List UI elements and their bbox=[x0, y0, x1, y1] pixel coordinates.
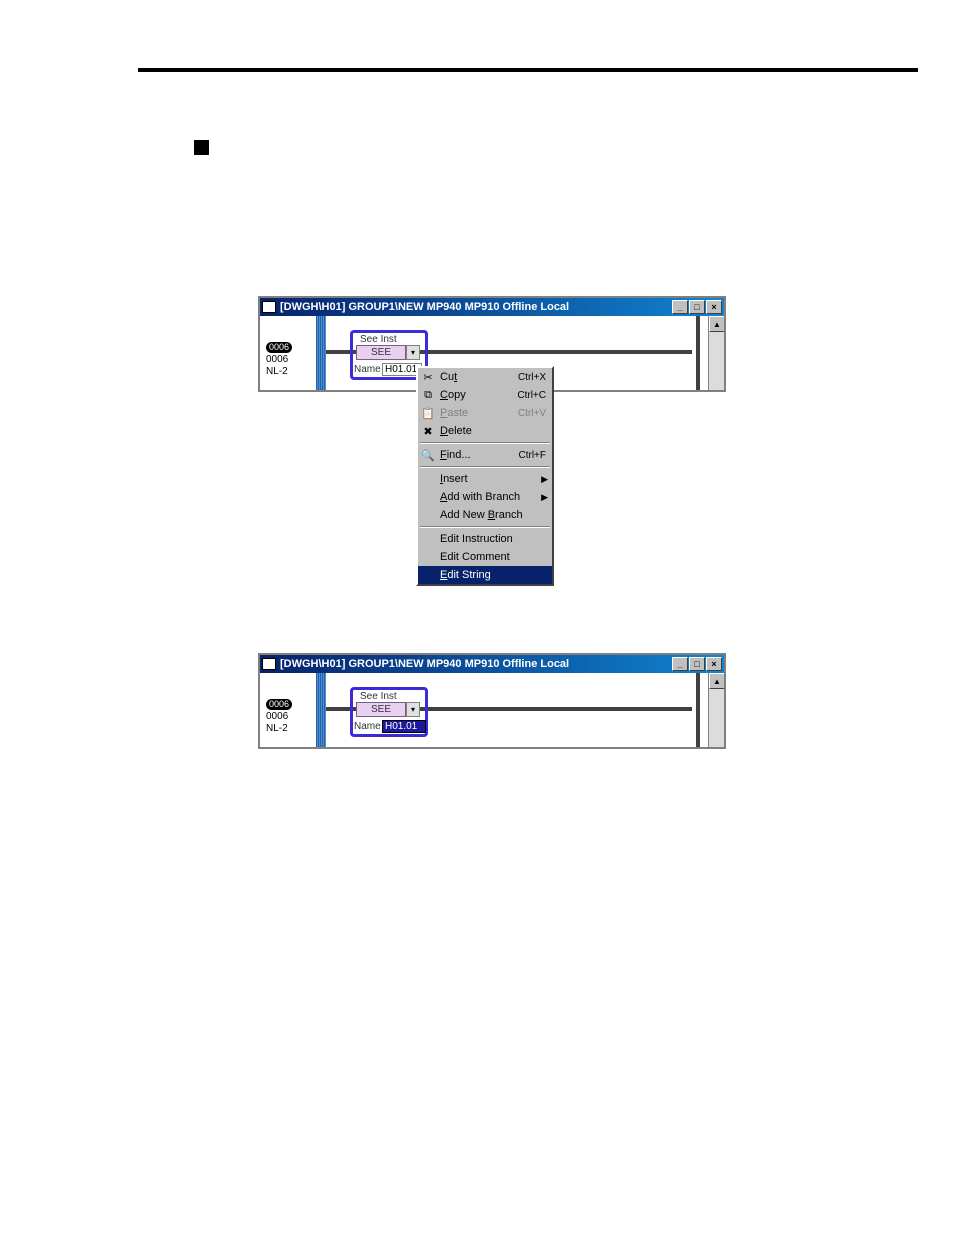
step-number-block: 0006 0006 NL-2 bbox=[266, 699, 292, 735]
menu-separator bbox=[420, 442, 550, 444]
maximize-button[interactable]: □ bbox=[689, 300, 705, 314]
cut-icon: ✂ bbox=[420, 369, 436, 385]
system-menu-icon[interactable] bbox=[262, 301, 276, 313]
menu-item-add-new-branch[interactable]: Add New Branch bbox=[418, 506, 552, 524]
menu-item-cut[interactable]: ✂ Cut Ctrl+X bbox=[418, 368, 552, 386]
delete-icon: ✖ bbox=[420, 423, 436, 439]
vertical-scrollbar[interactable] bbox=[708, 316, 724, 390]
name-label: Name bbox=[354, 364, 381, 375]
maximize-button[interactable]: □ bbox=[689, 657, 705, 671]
left-power-rail bbox=[316, 673, 326, 747]
bullet-square bbox=[194, 140, 209, 155]
left-power-rail bbox=[316, 316, 326, 390]
menu-item-paste: 📋 Paste Ctrl+V bbox=[418, 404, 552, 422]
rung-wire bbox=[420, 350, 692, 354]
context-menu: ✂ Cut Ctrl+X ⧉ Copy Ctrl+C 📋 Paste Ctrl+… bbox=[416, 366, 554, 586]
menu-item-add-with-branch[interactable]: Add with Branch ▶ bbox=[418, 488, 552, 506]
rung-wire bbox=[420, 707, 692, 711]
window-title: [DWGH\H01] GROUP1\NEW MP940 MP910 Offlin… bbox=[280, 658, 569, 670]
page-horizontal-rule bbox=[138, 68, 918, 72]
ladder-diagram-area[interactable]: 0006 0006 NL-2 See Inst SEE ▾ Name H01.0… bbox=[260, 673, 708, 747]
submenu-arrow-icon: ▶ bbox=[541, 492, 548, 503]
instruction-block-see[interactable]: SEE bbox=[356, 345, 406, 360]
menu-item-delete[interactable]: ✖ Delete bbox=[418, 422, 552, 440]
menu-item-edit-comment[interactable]: Edit Comment bbox=[418, 548, 552, 566]
menu-item-edit-string[interactable]: Edit String bbox=[418, 566, 552, 584]
blank-icon bbox=[420, 507, 436, 523]
window-title: [DWGH\H01] GROUP1\NEW MP940 MP910 Offlin… bbox=[280, 301, 569, 313]
name-input-editing[interactable]: H01.01 bbox=[382, 720, 426, 733]
menu-item-insert[interactable]: Insert ▶ bbox=[418, 470, 552, 488]
instruction-caption: See Inst bbox=[360, 334, 397, 345]
ladder-window-2: [DWGH\H01] GROUP1\NEW MP940 MP910 Offlin… bbox=[258, 653, 726, 749]
paste-icon: 📋 bbox=[420, 405, 436, 421]
step-number-block: 0006 0006 NL-2 bbox=[266, 342, 292, 378]
system-menu-icon[interactable] bbox=[262, 658, 276, 670]
menu-item-copy[interactable]: ⧉ Copy Ctrl+C bbox=[418, 386, 552, 404]
titlebar-2[interactable]: [DWGH\H01] GROUP1\NEW MP940 MP910 Offlin… bbox=[260, 655, 724, 673]
blank-icon bbox=[420, 549, 436, 565]
instruction-block-see[interactable]: SEE bbox=[356, 702, 406, 717]
blank-icon bbox=[420, 567, 436, 583]
instruction-dropdown-icon[interactable]: ▾ bbox=[406, 702, 420, 717]
minimize-button[interactable]: _ bbox=[672, 657, 688, 671]
instruction-caption: See Inst bbox=[360, 691, 397, 702]
submenu-arrow-icon: ▶ bbox=[541, 474, 548, 485]
instruction-dropdown-icon[interactable]: ▾ bbox=[406, 345, 420, 360]
right-power-rail bbox=[696, 673, 700, 747]
blank-icon bbox=[420, 531, 436, 547]
menu-item-edit-instruction[interactable]: Edit Instruction bbox=[418, 530, 552, 548]
menu-separator bbox=[420, 466, 550, 468]
menu-item-find[interactable]: 🔍 Find... Ctrl+F bbox=[418, 446, 552, 464]
titlebar-1[interactable]: [DWGH\H01] GROUP1\NEW MP940 MP910 Offlin… bbox=[260, 298, 724, 316]
scroll-up-icon[interactable] bbox=[709, 673, 724, 689]
right-power-rail bbox=[696, 316, 700, 390]
blank-icon bbox=[420, 471, 436, 487]
close-button[interactable]: × bbox=[706, 657, 722, 671]
minimize-button[interactable]: _ bbox=[672, 300, 688, 314]
name-label: Name bbox=[354, 721, 381, 732]
close-button[interactable]: × bbox=[706, 300, 722, 314]
menu-separator bbox=[420, 526, 550, 528]
scroll-up-icon[interactable] bbox=[709, 316, 724, 332]
find-icon: 🔍 bbox=[420, 447, 436, 463]
copy-icon: ⧉ bbox=[420, 387, 436, 403]
blank-icon bbox=[420, 489, 436, 505]
vertical-scrollbar[interactable] bbox=[708, 673, 724, 747]
